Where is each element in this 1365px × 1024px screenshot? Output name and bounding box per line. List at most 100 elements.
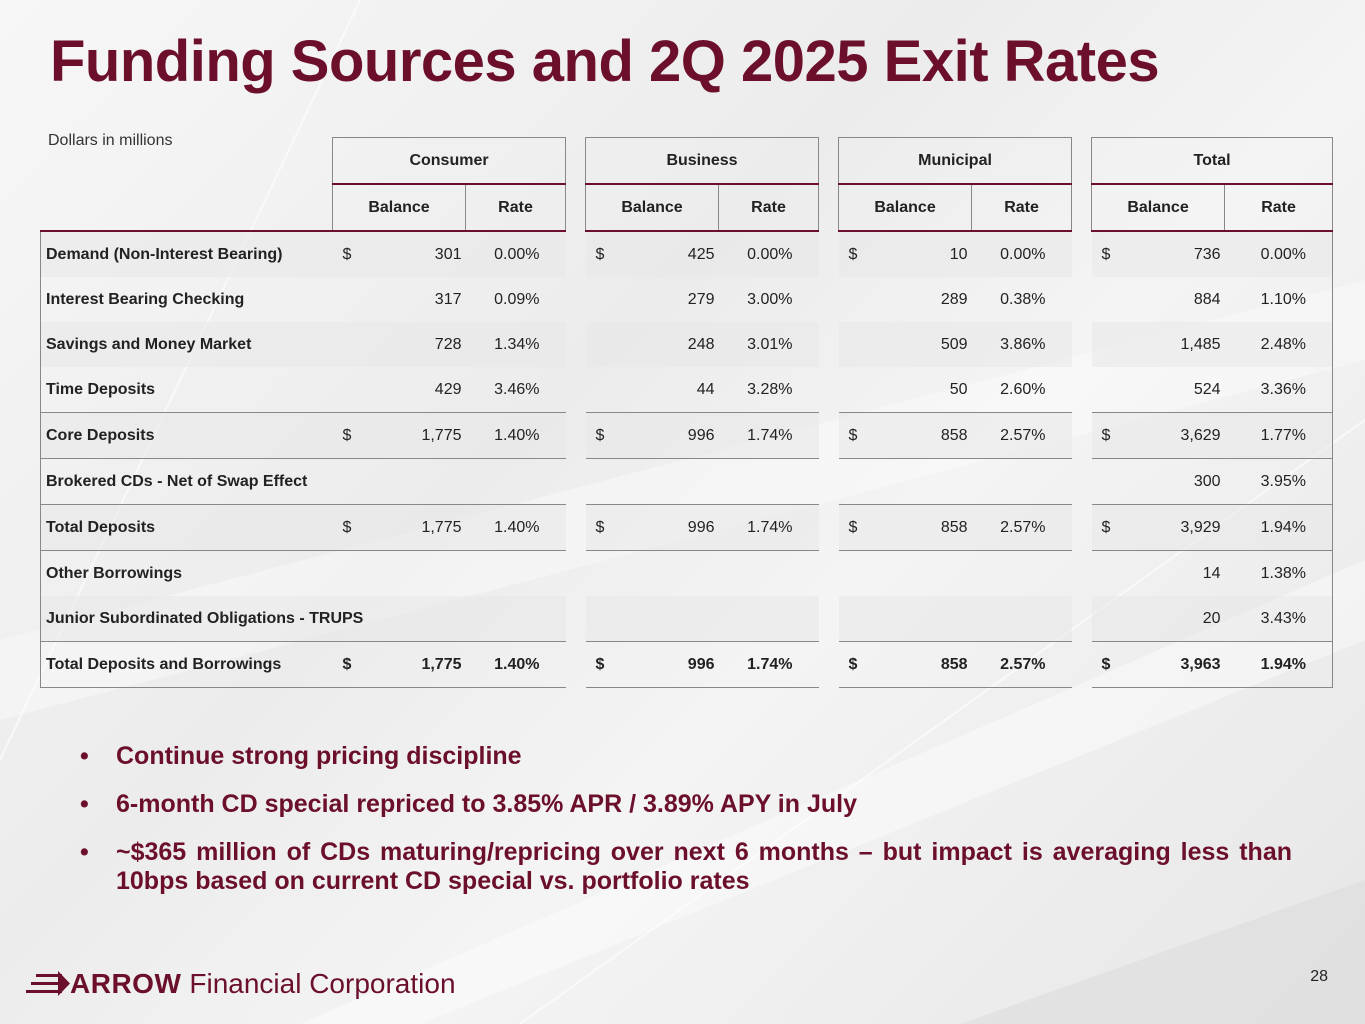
row-label: Total Deposits and Borrowings: [40, 641, 333, 688]
business-dollar-sign: [586, 277, 610, 322]
business-rate: 3.01%: [718, 322, 819, 367]
table-row: Total Deposits $1,775 1.40% $996 1.74% $858 2.…: [40, 504, 1334, 551]
municipal-dollar-sign: $: [838, 504, 863, 551]
business-balance: 248: [609, 322, 719, 367]
municipal-rate: [971, 550, 1072, 596]
bullet-item: • 6-month CD special repriced to 3.85% AP…: [80, 790, 1292, 819]
municipal-dollar-sign: [839, 277, 863, 322]
municipal-balance: 50: [949, 380, 968, 398]
business-rate: 0.00%: [718, 231, 819, 277]
logo-rest: Financial Corporation: [189, 968, 456, 999]
total-rate: 1.94%: [1224, 504, 1334, 551]
municipal-rate: 0.38%: [1000, 290, 1046, 308]
consumer-balance: [356, 458, 466, 505]
municipal-balance: 10: [862, 231, 972, 277]
consumer-rate: 3.46%: [494, 380, 540, 398]
table-row: Brokered CDs - Net of Swap Effect 300 3.95…: [40, 458, 1334, 505]
table-row: Interest Bearing Checking 317 0.09% 279 3.00…: [40, 277, 1334, 322]
municipal-balance: 858: [862, 504, 972, 551]
total-dollar-sign: [1091, 458, 1116, 505]
total-balance: 20: [1115, 596, 1225, 642]
consumer-dollar-sign: [332, 322, 357, 367]
municipal-dollar-sign: $: [838, 641, 863, 688]
municipal-rate: 0.00%: [971, 231, 1072, 277]
total-balance: 736: [1115, 231, 1225, 277]
consumer-balance: 1,775: [356, 504, 466, 551]
business-rate-header: Rate: [718, 184, 820, 232]
total-balance: 300: [1115, 458, 1225, 505]
total-dollar-sign: [1092, 277, 1116, 322]
municipal-rate-header: Rate: [971, 184, 1073, 232]
group-municipal: Municipal: [838, 137, 1073, 185]
total-balance: 3,629: [1115, 412, 1225, 459]
total-rate: 1.77%: [1224, 412, 1334, 459]
row-label: Time Deposits: [40, 367, 333, 413]
business-rate: [718, 550, 819, 596]
page-title: Funding Sources and 2Q 2025 Exit Rates: [50, 29, 1160, 94]
page-number: 28: [1310, 968, 1328, 985]
consumer-balance: 301: [356, 231, 466, 277]
total-balance-header: Balance: [1091, 184, 1226, 232]
business-balance: [609, 550, 719, 596]
row-label: Interest Bearing Checking: [40, 277, 333, 322]
consumer-rate: [465, 458, 566, 505]
row-label: Other Borrowings: [40, 550, 333, 596]
total-rate: 0.00%: [1224, 231, 1334, 277]
total-rate: 2.48%: [1224, 322, 1334, 367]
business-rate: 3.28%: [747, 380, 793, 398]
business-rate: [718, 458, 819, 505]
row-label: Demand (Non-Interest Bearing): [40, 231, 333, 277]
municipal-balance: 509: [862, 322, 972, 367]
business-balance: 44: [696, 380, 715, 398]
bullet-text: ~$365 million of CDs maturing/repricing …: [116, 838, 1292, 895]
group-business: Business: [584, 137, 820, 185]
municipal-balance: 858: [862, 412, 972, 459]
consumer-balance-header: Balance: [332, 184, 466, 232]
municipal-rate: 2.57%: [971, 641, 1072, 688]
consumer-dollar-sign: $: [332, 641, 357, 688]
consumer-dollar-sign: $: [332, 504, 357, 551]
total-balance: 1,485: [1115, 322, 1225, 367]
total-dollar-sign: [1091, 322, 1116, 367]
row-label: Core Deposits: [40, 412, 333, 459]
business-dollar-sign: [585, 596, 610, 642]
row-label: Brokered CDs - Net of Swap Effect: [40, 458, 333, 505]
bullet-item: • Continue strong pricing discipline: [80, 742, 1292, 771]
consumer-dollar-sign: $: [332, 231, 357, 277]
consumer-rate: 0.00%: [465, 231, 566, 277]
municipal-rate: 2.60%: [1000, 380, 1046, 398]
bullet-text: Continue strong pricing discipline: [116, 742, 522, 770]
municipal-balance-header: Balance: [838, 184, 973, 232]
bullet-glyph: •: [80, 790, 89, 818]
table-row: Time Deposits 429 3.46% 44 3.28% 50 2.60% 524 3.…: [40, 367, 1334, 413]
consumer-dollar-sign: [332, 458, 357, 505]
table-row: Junior Subordinated Obligations - TRUPS 2…: [40, 596, 1334, 642]
bullet-text: 6-month CD special repriced to 3.85% APR…: [116, 790, 857, 818]
consumer-rate: [465, 550, 566, 596]
consumer-rate: 1.40%: [465, 412, 566, 459]
total-rate: 3.36%: [1224, 367, 1334, 413]
total-rate: 3.95%: [1224, 458, 1334, 505]
municipal-dollar-sign: $: [838, 412, 863, 459]
total-dollar-sign: $: [1091, 412, 1116, 459]
consumer-rate: 0.09%: [494, 290, 540, 308]
consumer-dollar-sign: $: [332, 412, 357, 459]
table-row: Demand (Non-Interest Bearing) $301 0.00% $4…: [40, 231, 1334, 277]
consumer-rate: 1.34%: [465, 322, 566, 367]
business-rate: 1.74%: [718, 504, 819, 551]
consumer-rate-header: Rate: [465, 184, 566, 232]
business-dollar-sign: $: [585, 412, 610, 459]
total-balance: 3,929: [1115, 504, 1225, 551]
sub-header-row: Balance Rate Balance Rate Balance Rate B…: [40, 184, 1334, 232]
municipal-rate: 3.86%: [971, 322, 1072, 367]
consumer-rate: [465, 596, 566, 642]
municipal-dollar-sign: [838, 458, 863, 505]
municipal-dollar-sign: $: [838, 231, 863, 277]
logo-brand: ARROW: [70, 968, 182, 999]
business-rate: 1.74%: [718, 412, 819, 459]
consumer-balance: 317: [434, 290, 462, 308]
business-dollar-sign: [585, 322, 610, 367]
business-balance: 279: [687, 290, 715, 308]
table-row: Savings and Money Market 728 1.34% 248 3.01%…: [40, 322, 1334, 367]
municipal-rate: [971, 458, 1072, 505]
